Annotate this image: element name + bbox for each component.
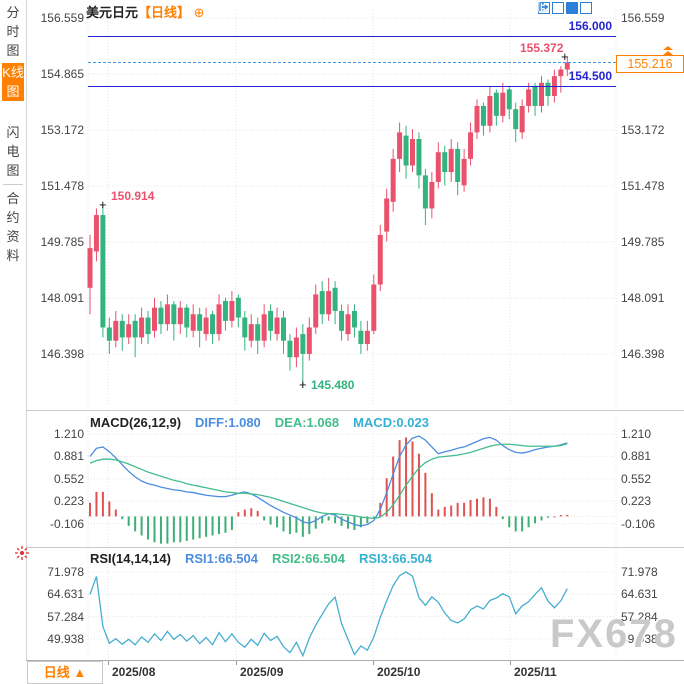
current-price-box[interactable]: 155.216 bbox=[616, 55, 684, 73]
rsi-y-label: 57.284 bbox=[621, 610, 658, 624]
exit-icon[interactable] bbox=[539, 2, 592, 14]
macd-y-label: 1.210 bbox=[621, 427, 652, 441]
period-selector[interactable]: 日线 ▲ bbox=[27, 661, 103, 684]
rsi-y-label: 64.631 bbox=[621, 587, 658, 601]
active-chart-icon[interactable] bbox=[538, 2, 578, 14]
sidebar-tab-contract-info[interactable]: 合约资料 bbox=[6, 191, 20, 263]
period-tag: 【日线】 bbox=[138, 5, 191, 20]
axis-chart-icon[interactable] bbox=[538, 2, 564, 14]
axis-tick bbox=[108, 661, 109, 665]
lower-level-label: 154.500 bbox=[568, 69, 612, 83]
rsi-y-label: 57.284 bbox=[47, 610, 84, 624]
low-annotation: 145.480 bbox=[311, 378, 355, 392]
chart-toolbar bbox=[538, 2, 592, 14]
main-y-label: 156.559 bbox=[621, 11, 665, 25]
alert-sun-icon[interactable] bbox=[15, 546, 29, 560]
chart-title: 美元日元【日线】 ⊕ bbox=[86, 2, 205, 21]
sidebar-tab-kline[interactable]: K线图 bbox=[2, 63, 24, 101]
sidebar-divider bbox=[3, 184, 23, 185]
macd-title: MACD(26,12,9) bbox=[90, 415, 182, 430]
panel-separator bbox=[26, 547, 684, 548]
rsi-y-label: 71.978 bbox=[47, 565, 84, 579]
rsi-header: RSI(14,14,14) RSI1:66.504 RSI2:66.504 RSI3:… bbox=[90, 551, 446, 566]
main-y-label: 146.398 bbox=[621, 347, 665, 361]
sidebar-tab-timeline[interactable]: 分时图 bbox=[6, 5, 20, 58]
rsi-y-label: 71.978 bbox=[621, 565, 658, 579]
macd-y-label: -0.106 bbox=[621, 517, 656, 531]
early-high-cross-icon: + bbox=[99, 197, 107, 212]
main-y-label: 156.559 bbox=[40, 11, 84, 25]
main-y-label: 149.785 bbox=[621, 235, 665, 249]
main-y-label: 149.785 bbox=[40, 235, 84, 249]
early-high-annotation: 150.914 bbox=[111, 189, 155, 203]
symbol-name: 美元日元 bbox=[86, 5, 139, 20]
watermark: FX678 bbox=[550, 612, 678, 656]
main-y-label: 146.398 bbox=[40, 347, 84, 361]
current-price-line bbox=[88, 62, 616, 63]
time-axis-bar: 日线 ▲ 2025/08 2025/09 2025/10 2025/11 bbox=[0, 661, 684, 684]
macd-y-label: 0.552 bbox=[53, 472, 84, 486]
macd-macd-value: MACD:0.023 bbox=[353, 415, 429, 430]
date-label: 2025/08 bbox=[112, 665, 156, 679]
upper-level-line[interactable] bbox=[88, 36, 616, 37]
macd-y-label: 0.881 bbox=[53, 449, 84, 463]
main-y-label: 153.172 bbox=[40, 123, 84, 137]
panel-separator bbox=[26, 410, 684, 411]
main-y-label: 148.091 bbox=[621, 291, 665, 305]
panel-separator bbox=[26, 660, 684, 661]
upper-level-label: 156.000 bbox=[568, 19, 612, 33]
date-label: 2025/10 bbox=[377, 665, 421, 679]
high-annotation: 155.372 bbox=[520, 41, 564, 55]
main-y-label: 151.478 bbox=[40, 179, 84, 193]
sidebar: 分时图 K线图 闪电图 合约资料 bbox=[0, 0, 27, 684]
axis-tick bbox=[236, 661, 237, 665]
macd-y-label: 0.881 bbox=[621, 449, 652, 463]
axis-tick bbox=[373, 661, 374, 665]
high-cross-icon: + bbox=[561, 49, 569, 64]
macd-y-label: 0.223 bbox=[53, 494, 84, 508]
rsi3-value: RSI3:66.504 bbox=[358, 551, 432, 566]
sidebar-tab-flash[interactable]: 闪电图 bbox=[6, 125, 20, 178]
macd-dea-value: DEA:1.068 bbox=[274, 415, 340, 430]
macd-y-label: 1.210 bbox=[53, 427, 84, 441]
low-cross-icon: + bbox=[299, 377, 307, 392]
macd-y-label: -0.106 bbox=[49, 517, 84, 531]
macd-diff-value: DIFF:1.080 bbox=[195, 415, 261, 430]
macd-header: MACD(26,12,9) DIFF:1.080 DEA:1.068 MACD:0.0… bbox=[90, 415, 443, 430]
macd-y-label: 0.552 bbox=[621, 472, 652, 486]
rsi1-value: RSI1:66.504 bbox=[184, 551, 258, 566]
add-indicator-icon[interactable]: ⊕ bbox=[193, 5, 205, 20]
rsi-y-label: 49.938 bbox=[47, 632, 84, 646]
rsi2-value: RSI2:66.504 bbox=[271, 551, 345, 566]
rsi-title: RSI(14,14,14) bbox=[90, 551, 171, 566]
macd-y-label: 0.223 bbox=[621, 494, 652, 508]
main-y-label: 148.091 bbox=[40, 291, 84, 305]
axis-tick bbox=[510, 661, 511, 665]
main-y-label: 154.865 bbox=[40, 67, 84, 81]
lower-level-line[interactable] bbox=[88, 86, 616, 87]
main-y-label: 151.478 bbox=[621, 179, 665, 193]
rsi-y-label: 49.938 bbox=[621, 632, 658, 646]
date-label: 2025/09 bbox=[240, 665, 284, 679]
price-up-arrows-icon bbox=[663, 46, 673, 55]
rsi-y-label: 64.631 bbox=[47, 587, 84, 601]
main-y-label: 153.172 bbox=[621, 123, 665, 137]
date-label: 2025/11 bbox=[514, 665, 557, 679]
